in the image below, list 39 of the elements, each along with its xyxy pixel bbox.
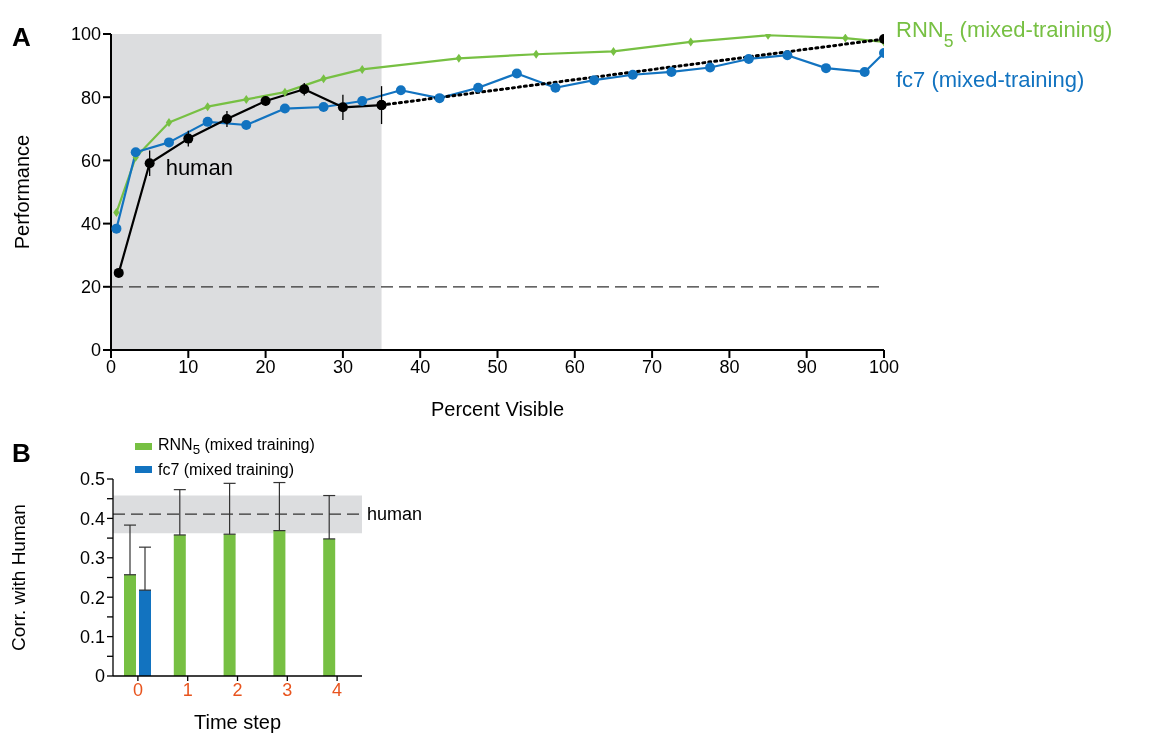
x-axis-title: Time step: [193, 711, 282, 733]
chart-title: B: [12, 438, 31, 469]
series-label: fc7 (mixed-training): [896, 66, 1085, 92]
y-tick-label: 40: [80, 213, 101, 234]
y-tick-label: 0.1: [79, 626, 105, 647]
x-tick-label: 50: [487, 356, 508, 377]
x-tick-label: 10: [178, 356, 199, 377]
x-tick-label: 20: [255, 356, 276, 377]
y-tick-label: 20: [80, 277, 101, 298]
y-tick-label: 100: [70, 24, 101, 45]
x-tick-label: 2: [232, 679, 243, 700]
chart-title: A: [12, 22, 31, 53]
series-label: RNN$_{5}$ (mixed-training): [896, 16, 1113, 51]
x-tick-label: 70: [642, 356, 663, 377]
x-tick-label: 0: [132, 679, 143, 700]
y-tick-label: 0: [90, 340, 101, 361]
y-axis-title: Performance: [11, 134, 34, 250]
x-tick-label: 40: [410, 356, 431, 377]
x-tick-label: 90: [796, 356, 817, 377]
y-tick-label: 0.4: [79, 508, 105, 529]
x-axis-title: Percent Visible: [430, 398, 565, 420]
legend-label: RNN$_{5}$ (mixed training): [158, 435, 315, 458]
x-tick-label: 4: [332, 679, 343, 700]
series-label: human: [165, 155, 233, 181]
x-tick-label: 1: [182, 679, 193, 700]
ref-line-label: human: [367, 504, 423, 525]
y-tick-label: 0.2: [79, 587, 105, 608]
y-tick-label: 80: [80, 87, 101, 108]
y-tick-label: 0: [94, 666, 105, 687]
y-tick-label: 60: [80, 150, 101, 171]
x-tick-label: 3: [282, 679, 293, 700]
x-tick-label: 60: [564, 356, 585, 377]
x-tick-label: 30: [332, 356, 353, 377]
y-axis-title: Corr. with Human: [7, 504, 29, 651]
y-tick-label: 0.3: [79, 548, 105, 569]
x-tick-label: 100: [868, 356, 900, 377]
x-tick-label: 80: [719, 356, 740, 377]
y-tick-label: 0.5: [79, 469, 105, 490]
legend-label: fc7 (mixed training): [158, 460, 295, 479]
